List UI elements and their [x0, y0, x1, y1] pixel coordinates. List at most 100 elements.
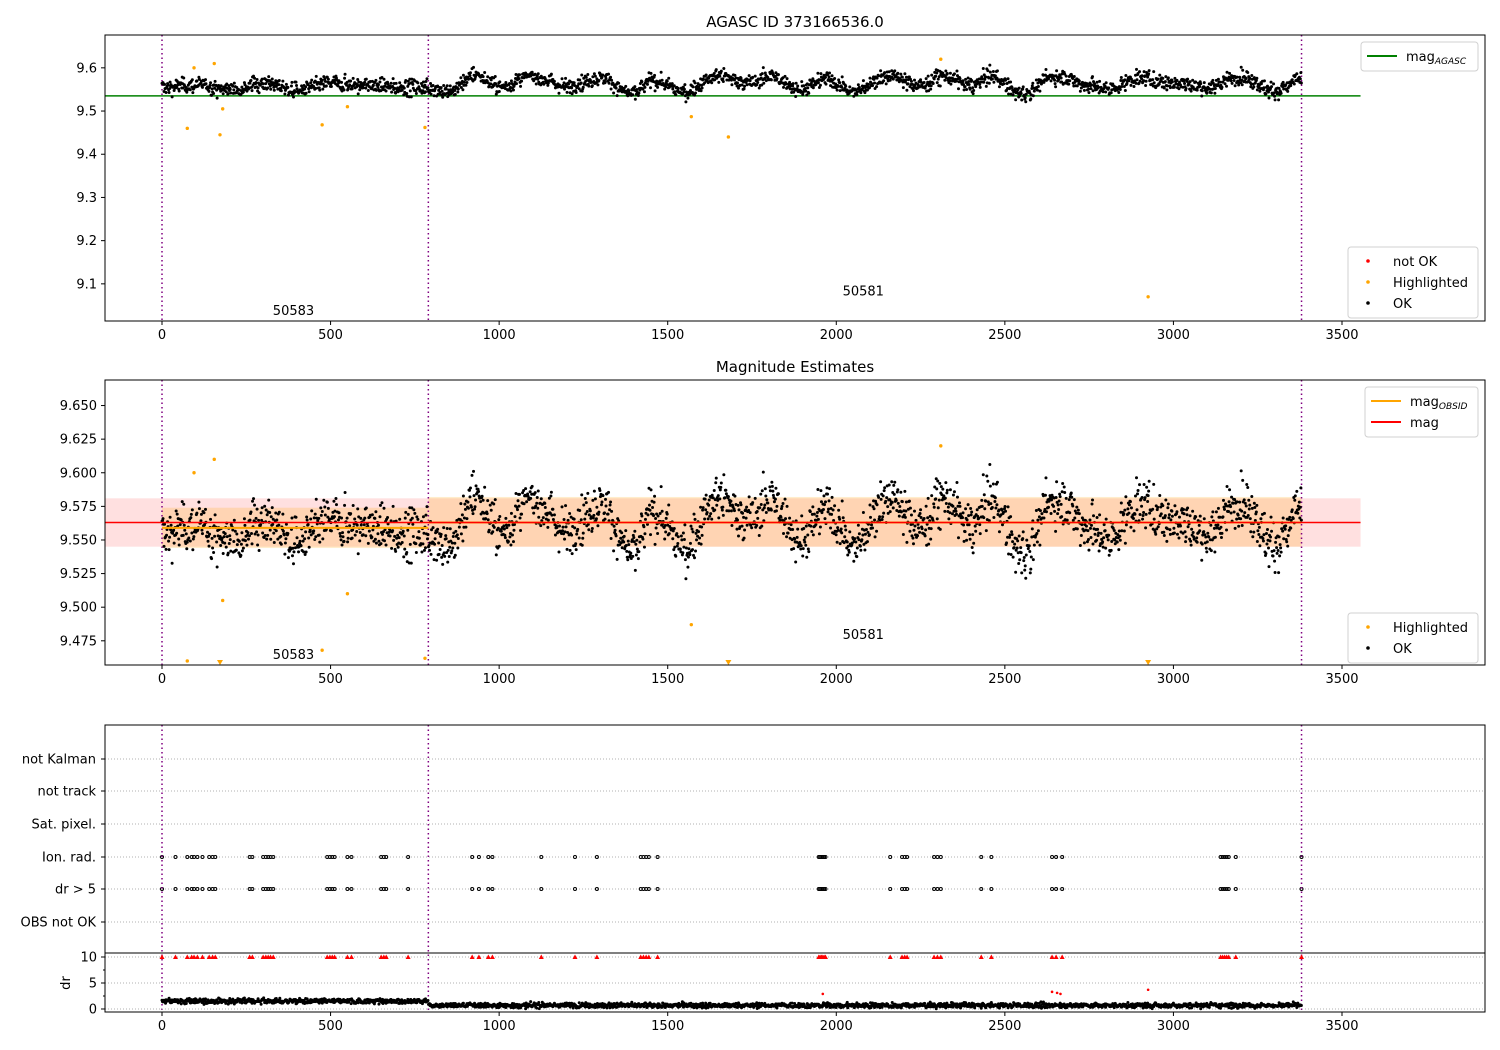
ok-point: [822, 503, 826, 507]
ok-point: [801, 90, 805, 94]
ok-point: [298, 539, 302, 543]
ok-point: [643, 532, 647, 536]
ok-point: [1277, 98, 1281, 102]
ok-point: [286, 531, 290, 535]
ok-point: [1258, 89, 1262, 93]
ok-point: [885, 496, 889, 500]
ok-point: [830, 512, 834, 516]
ok-point: [899, 490, 903, 494]
ok-point: [802, 526, 806, 530]
ok-point: [424, 79, 428, 83]
ok-point: [1024, 553, 1028, 557]
ok-point: [474, 484, 478, 488]
ok-point: [570, 552, 574, 556]
ok-point: [1269, 80, 1273, 84]
ok-point: [1240, 509, 1244, 513]
ok-point: [1209, 83, 1213, 87]
ok-point: [350, 87, 354, 91]
ok-point: [1138, 513, 1142, 517]
ok-point: [718, 74, 722, 78]
ok-point: [163, 522, 167, 526]
ok-point: [351, 504, 355, 508]
ok-point: [291, 546, 295, 550]
ok-point: [1279, 546, 1283, 550]
ok-point: [882, 79, 886, 83]
highlighted-point: [220, 598, 225, 603]
highlighted-point: [192, 471, 196, 475]
ok-point: [598, 488, 602, 492]
ok-point: [913, 524, 917, 528]
ok-point: [286, 85, 290, 89]
ok-point: [609, 500, 613, 504]
ok-point: [676, 86, 680, 90]
ok-point: [225, 535, 229, 539]
ok-point: [807, 550, 811, 554]
ok-point: [341, 535, 345, 539]
ok-point: [991, 482, 995, 486]
ok-point: [560, 505, 564, 509]
ok-point: [1091, 498, 1095, 502]
ok-point: [301, 534, 305, 538]
ok-point: [1142, 79, 1146, 83]
ok-point: [489, 78, 493, 82]
x-tick-label: 0: [158, 328, 166, 343]
ok-point: [1037, 515, 1041, 519]
ok-point: [168, 515, 172, 519]
ok-point: [1067, 82, 1071, 86]
ok-point: [1036, 518, 1040, 522]
legend-label: OK: [1393, 297, 1412, 312]
ok-point: [911, 542, 915, 546]
ok-point: [942, 494, 946, 498]
dr-point: [240, 1000, 244, 1004]
ok-point: [294, 515, 298, 519]
ok-point: [861, 79, 865, 83]
ok-point: [955, 69, 959, 73]
ok-point: [429, 552, 433, 556]
ok-point: [509, 89, 513, 93]
ok-point: [1118, 88, 1122, 92]
ok-point: [1239, 81, 1243, 85]
ok-point: [818, 525, 822, 529]
ok-point: [575, 532, 579, 536]
ok-point: [279, 542, 283, 546]
ok-point: [974, 529, 978, 533]
ok-point: [779, 515, 783, 519]
ok-point: [1230, 81, 1234, 85]
ok-point: [835, 540, 839, 544]
ok-point: [471, 512, 475, 516]
ok-point: [680, 87, 684, 91]
ok-point: [1079, 86, 1083, 90]
ok-point: [811, 505, 815, 509]
ok-point: [1166, 76, 1170, 80]
ok-point: [225, 82, 229, 86]
ok-point: [782, 531, 786, 535]
ok-point: [860, 538, 864, 542]
ok-point: [1295, 489, 1299, 493]
ok-point: [1011, 555, 1015, 559]
ok-point: [1211, 78, 1215, 82]
ok-point: [421, 89, 425, 93]
ok-point: [1158, 73, 1162, 77]
flag-event-marker: [935, 887, 940, 891]
ok-point: [402, 86, 406, 90]
ok-point: [435, 530, 439, 534]
ok-point: [1021, 537, 1025, 541]
ok-point: [402, 534, 406, 538]
ok-point: [356, 507, 360, 511]
ok-point: [269, 537, 273, 541]
ok-point: [1277, 86, 1281, 90]
ok-point: [346, 536, 350, 540]
ok-point: [826, 510, 830, 514]
ok-point: [169, 523, 173, 527]
ok-point: [416, 81, 420, 85]
ok-point: [442, 526, 446, 530]
ok-point: [1129, 506, 1133, 510]
ok-point: [840, 85, 844, 89]
ok-point: [654, 526, 658, 530]
ok-point: [228, 87, 232, 91]
ok-point: [870, 523, 874, 527]
ok-point: [423, 546, 427, 550]
ok-point: [587, 528, 591, 532]
ok-point: [871, 84, 875, 88]
ok-point: [466, 500, 470, 504]
